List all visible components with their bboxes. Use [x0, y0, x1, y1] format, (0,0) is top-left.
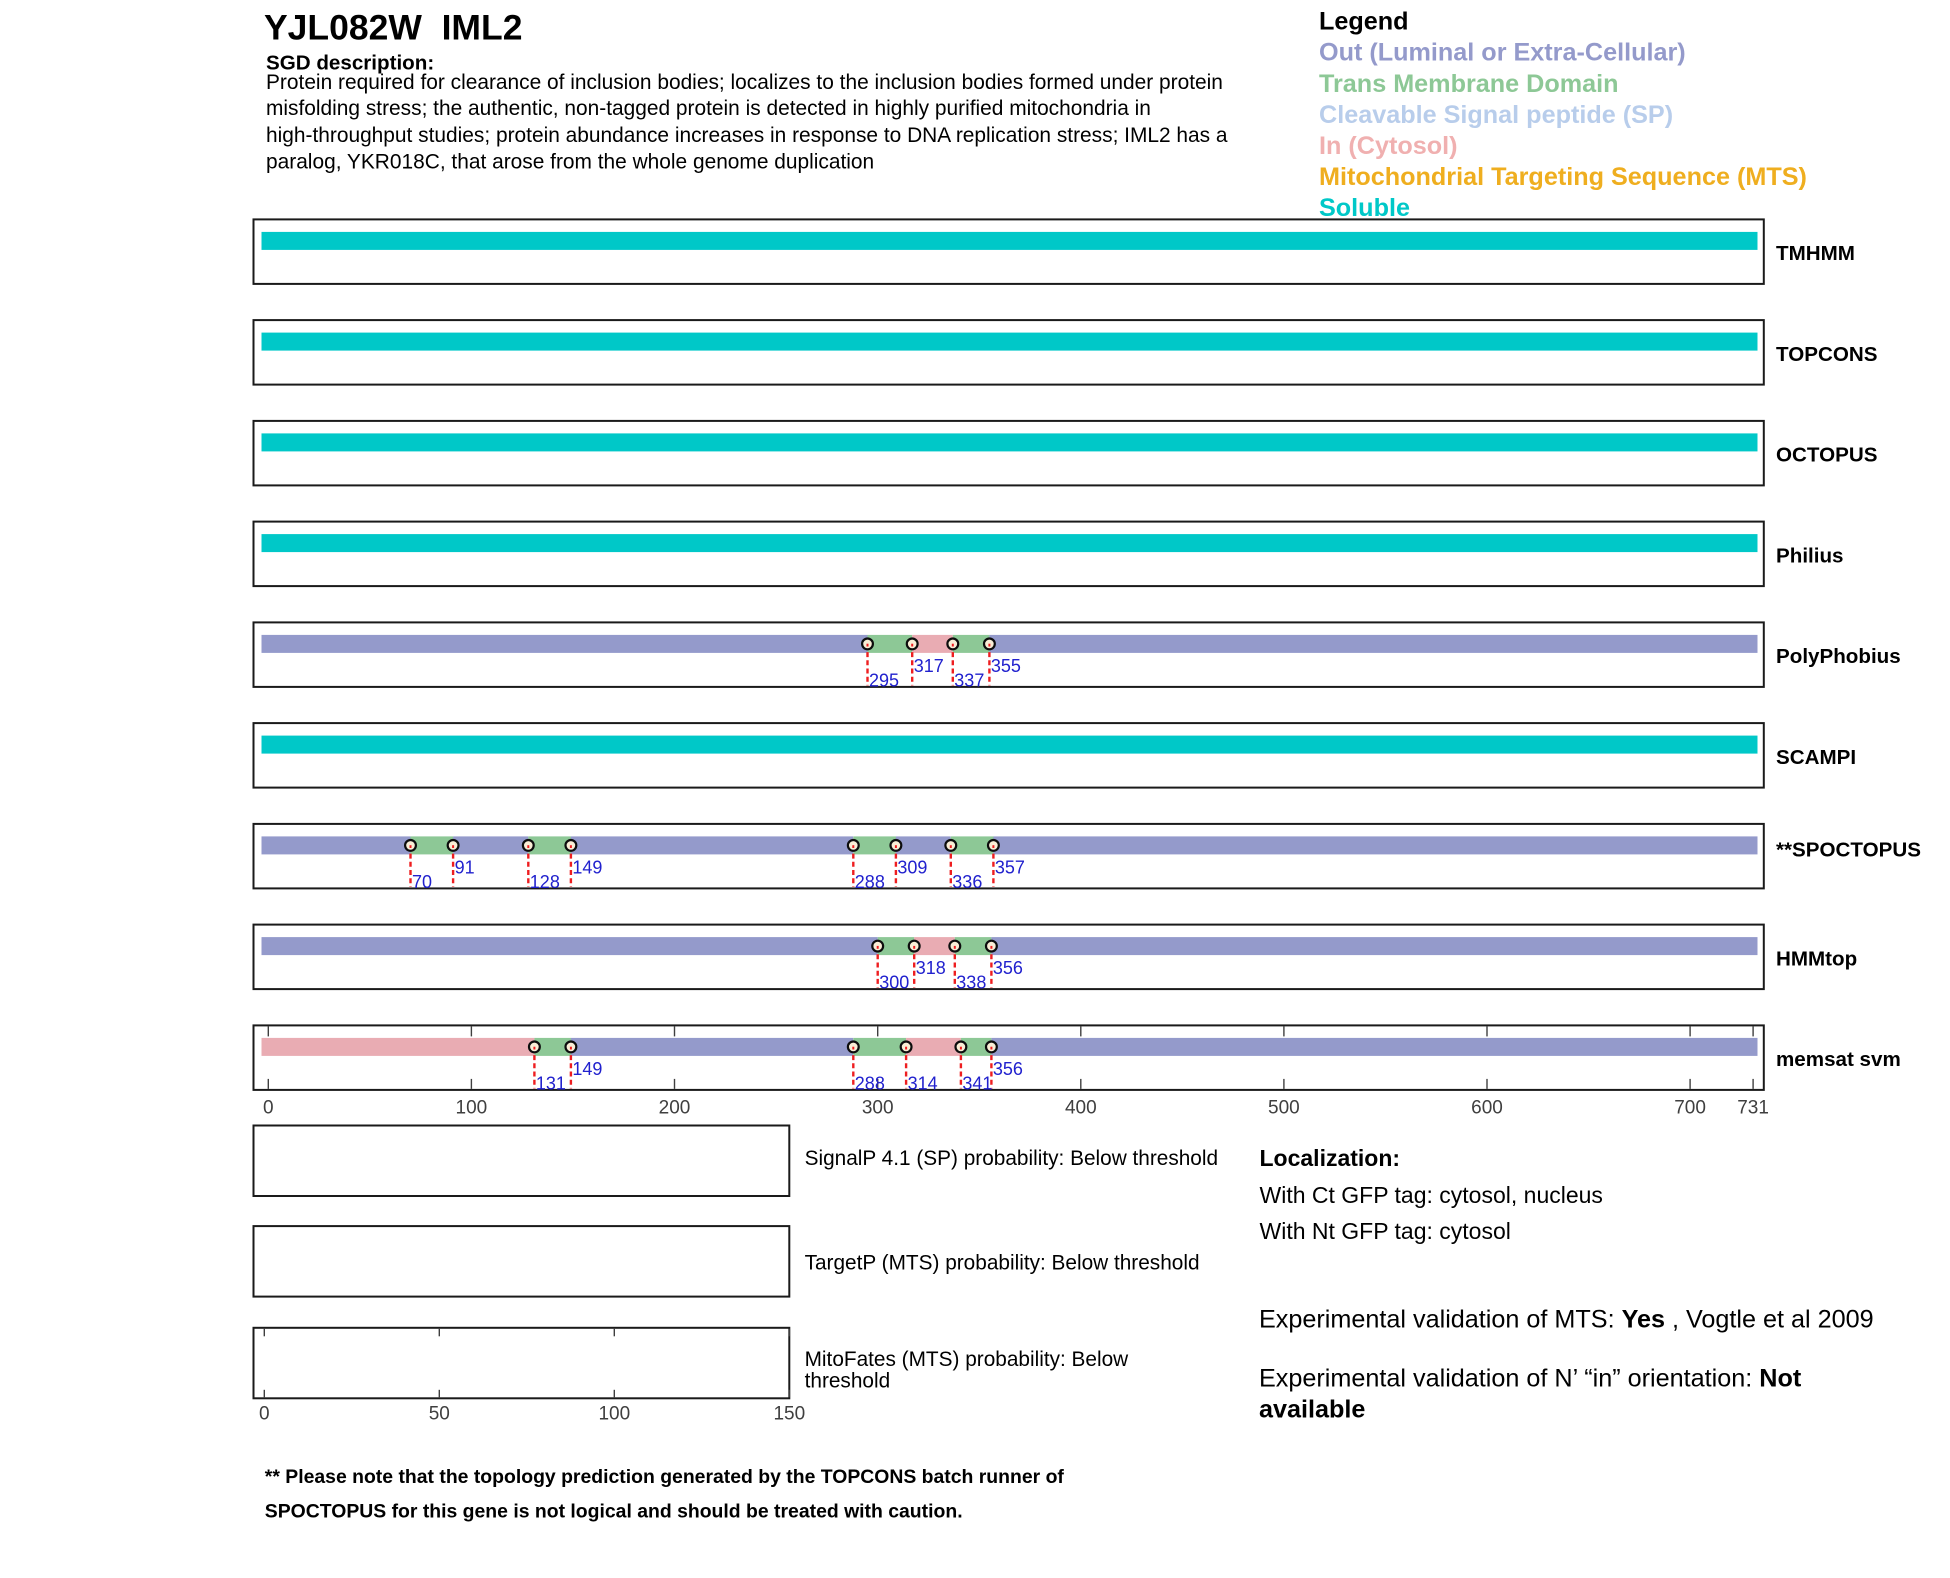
svg-text:TOPCONS: TOPCONS — [1776, 343, 1877, 366]
svg-text:357: 357 — [995, 857, 1025, 877]
svg-text:0: 0 — [263, 1098, 274, 1119]
svg-text:338: 338 — [956, 973, 986, 993]
svg-text:500: 500 — [1268, 1098, 1300, 1119]
svg-text:317: 317 — [914, 656, 944, 676]
svg-text:356: 356 — [993, 958, 1023, 978]
svg-text:Mitochondrial Targeting Sequen: Mitochondrial Targeting Sequence (MTS) — [1319, 163, 1807, 191]
svg-text:295: 295 — [869, 670, 899, 690]
svg-text:paralog, YKR018C, that arose f: paralog, YKR018C, that arose from the wh… — [266, 151, 874, 174]
svg-text:MitoFates (MTS) probability: B: MitoFates (MTS) probability: Below — [805, 1348, 1130, 1371]
svg-text:149: 149 — [572, 857, 602, 877]
svg-text:SPOCTOPUS for this gene is not: SPOCTOPUS for this gene is not logical a… — [265, 1501, 963, 1523]
svg-text:314: 314 — [908, 1073, 938, 1093]
svg-text:Legend: Legend — [1319, 8, 1409, 36]
svg-text:150: 150 — [773, 1404, 805, 1425]
svg-text:400: 400 — [1065, 1098, 1097, 1119]
svg-text:341: 341 — [962, 1073, 992, 1093]
svg-text:Trans Membrane Domain: Trans Membrane Domain — [1319, 70, 1619, 98]
svg-text:91: 91 — [455, 857, 475, 877]
svg-text:309: 309 — [897, 857, 927, 877]
svg-text:SGD description:: SGD description: — [266, 52, 434, 75]
svg-text:356: 356 — [993, 1059, 1023, 1079]
svg-text:OCTOPUS: OCTOPUS — [1776, 444, 1877, 467]
svg-text:YJL082W IML2: YJL082W IML2 — [264, 8, 522, 48]
svg-text:In (Cytosol): In (Cytosol) — [1319, 132, 1458, 160]
svg-text:PolyPhobius: PolyPhobius — [1776, 645, 1901, 668]
svg-text:128: 128 — [530, 872, 560, 892]
svg-text:TMHMM: TMHMM — [1776, 242, 1855, 265]
svg-text:355: 355 — [991, 656, 1021, 676]
svg-text:731: 731 — [1737, 1098, 1769, 1119]
svg-text:700: 700 — [1674, 1098, 1706, 1119]
svg-text:600: 600 — [1471, 1098, 1503, 1119]
svg-text:**SPOCTOPUS: **SPOCTOPUS — [1776, 838, 1921, 861]
svg-text:With Ct GFP tag: cytosol, nucl: With Ct GFP tag: cytosol, nucleus — [1260, 1182, 1603, 1208]
svg-text:Cleavable Signal peptide (SP): Cleavable Signal peptide (SP) — [1319, 101, 1673, 129]
svg-text:70: 70 — [412, 872, 432, 892]
svg-text:200: 200 — [659, 1098, 691, 1119]
svg-text:100: 100 — [456, 1098, 488, 1119]
svg-text:SignalP 4.1 (SP) probability:: SignalP 4.1 (SP) probability: Below thre… — [805, 1147, 1218, 1170]
svg-text:With Nt GFP tag: cytosol: With Nt GFP tag: cytosol — [1260, 1218, 1511, 1244]
svg-text:Experimental validation of MTS: Experimental validation of MTS: Yes , Vo… — [1259, 1305, 1874, 1333]
svg-text:available: available — [1259, 1396, 1365, 1424]
svg-text:TargetP (MTS) probability: Bel: TargetP (MTS) probability: Below thresho… — [805, 1251, 1200, 1274]
svg-text:memsat svm: memsat svm — [1776, 1048, 1901, 1071]
svg-text:288: 288 — [855, 1073, 885, 1093]
svg-text:50: 50 — [429, 1404, 450, 1425]
svg-text:131: 131 — [536, 1073, 566, 1093]
svg-text:0: 0 — [259, 1404, 270, 1425]
svg-text:300: 300 — [862, 1098, 894, 1119]
svg-text:318: 318 — [916, 958, 946, 978]
svg-text:** Please note that the topolo: ** Please note that the topology predict… — [265, 1466, 1065, 1488]
svg-text:336: 336 — [952, 872, 982, 892]
svg-text:Protein required for clearance: Protein required for clearance of inclus… — [266, 71, 1223, 94]
svg-text:Soluble: Soluble — [1319, 194, 1410, 222]
svg-text:Experimental validation of N’: Experimental validation of N’ “in” orien… — [1259, 1365, 1802, 1393]
svg-text:Localization:: Localization: — [1260, 1145, 1401, 1171]
svg-text:Out (Luminal or Extra-Cellular: Out (Luminal or Extra-Cellular) — [1319, 39, 1686, 67]
svg-text:149: 149 — [572, 1059, 602, 1079]
svg-text:high-throughput studies; prote: high-throughput studies; protein abundan… — [266, 124, 1228, 147]
svg-text:HMMtop: HMMtop — [1776, 947, 1857, 970]
svg-text:threshold: threshold — [805, 1370, 891, 1393]
svg-text:SCAMPI: SCAMPI — [1776, 746, 1856, 769]
svg-text:300: 300 — [879, 973, 909, 993]
svg-text:337: 337 — [954, 670, 984, 690]
svg-text:misfolding stress; the authent: misfolding stress; the authentic, non-ta… — [266, 97, 1151, 120]
svg-text:Philius: Philius — [1776, 544, 1844, 567]
svg-text:100: 100 — [598, 1404, 630, 1425]
svg-text:288: 288 — [855, 872, 885, 892]
